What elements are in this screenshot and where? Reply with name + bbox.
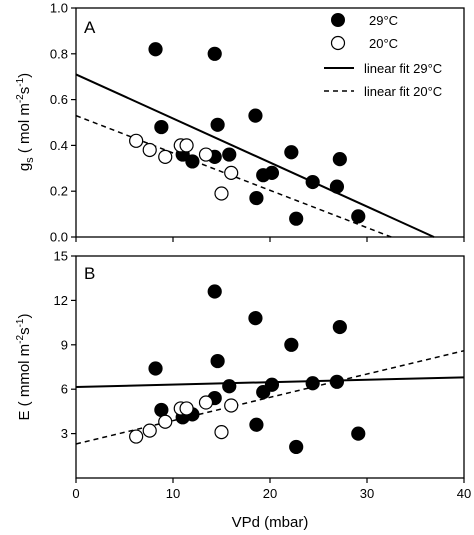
data-point-20c (142, 423, 157, 438)
data-point-29c (210, 117, 225, 132)
x-tick-label: 30 (360, 486, 374, 501)
legend-label-fit-29c: linear fit 29°C (364, 61, 442, 76)
data-point-20c (158, 149, 173, 164)
data-point-29c (207, 46, 222, 61)
y-tick-label: 0.0 (50, 230, 68, 245)
data-point-29c (332, 152, 347, 167)
y-tick-label: 15 (54, 249, 68, 264)
data-point-29c (185, 154, 200, 169)
legend-label-29c: 29°C (369, 13, 398, 28)
y-tick-label: 3 (61, 426, 68, 441)
x-tick-label: 10 (166, 486, 180, 501)
y-tick-label: 1.0 (50, 1, 68, 16)
panel-a-frame (75, 7, 465, 238)
ylabel-mid: s (16, 87, 33, 95)
y-tick-label: 9 (61, 337, 68, 352)
data-point-29c (351, 209, 366, 224)
data-point-20c (129, 133, 144, 148)
data-point-29c (284, 145, 299, 160)
data-point-29c (154, 402, 169, 418)
panel-a-y-ticks: 0.0 0.2 0.4 0.6 0.8 1.0 (50, 1, 76, 245)
panel-b-points (129, 284, 366, 455)
data-point-29c (154, 119, 169, 135)
data-point-29c (207, 284, 222, 299)
y-tick-label: 0.8 (50, 46, 68, 61)
data-point-29c (284, 337, 299, 352)
y-tick-label: 0.4 (50, 138, 68, 153)
x-tick-label: 0 (72, 486, 79, 501)
data-point-20c (158, 414, 173, 429)
data-point-29c (289, 439, 304, 455)
data-point-20c (129, 429, 144, 444)
panel-b-letter: B (84, 264, 95, 283)
y-tick-label: 6 (61, 382, 68, 397)
data-point-20c (198, 395, 214, 410)
panel-a-x-ticks (75, 237, 465, 242)
panel-b-frame (75, 255, 465, 479)
panel-b: B 3 6 9 12 15 0 10 20 30 40 E ( mmol m-2s-1) VPd… (15, 249, 471, 532)
data-point-20c (142, 142, 157, 158)
ylabel-exp2: -1 (15, 318, 26, 327)
data-point-29c (249, 190, 264, 206)
ylabel-main: g (16, 163, 33, 171)
ylabel-exp1: -2 (15, 334, 26, 343)
y-tick-label: 0.2 (50, 184, 68, 199)
data-point-29c (249, 417, 264, 432)
fit-line-dashed (75, 114, 392, 238)
ylabel-open: ( mmol m (16, 344, 33, 411)
ylabel-open: ( mol m (16, 103, 33, 157)
legend-marker-20c (330, 35, 346, 51)
ylabel-close: ) (16, 314, 33, 319)
panel-b-y-axis-label: E ( mmol m-2s-1) (15, 314, 33, 421)
panel-a-y-axis-label: gs ( mol m-2s-1) (15, 73, 36, 171)
x-axis-label: VPd (mbar) (232, 514, 309, 531)
y-tick-label: 12 (54, 293, 68, 308)
ylabel-exp1: -2 (15, 94, 26, 103)
data-point-29c (148, 361, 163, 376)
data-point-20c (198, 147, 214, 162)
ylabel-mid: s (16, 327, 33, 335)
fit-line-dashed (75, 349, 465, 445)
data-point-29c (248, 108, 263, 123)
data-point-20c (214, 186, 229, 201)
data-point-29c (222, 379, 237, 394)
data-point-29c (264, 377, 280, 392)
legend: 29°C 20°C linear fit 29°C linear fit 20°… (324, 13, 442, 99)
panel-a-letter: A (84, 18, 96, 37)
data-point-20c (224, 398, 239, 413)
data-point-20c (224, 165, 239, 180)
legend-marker-29c (331, 13, 345, 27)
x-tick-label: 20 (263, 486, 277, 501)
ylabel-exp2: -1 (15, 77, 26, 86)
panel-a-points (129, 42, 366, 226)
data-point-29c (329, 179, 345, 194)
data-point-29c (222, 147, 237, 162)
data-point-29c (329, 374, 345, 389)
panel-b-x-ticks: 0 10 20 30 40 (72, 478, 471, 501)
fit-line-solid (75, 73, 435, 238)
data-point-20c (179, 138, 194, 153)
data-point-29c (210, 353, 225, 369)
legend-label-fit-20c: linear fit 20°C (364, 84, 442, 99)
x-tick-label: 40 (457, 486, 471, 501)
data-point-29c (305, 376, 320, 391)
data-point-20c (214, 425, 229, 440)
panel-b-y-ticks: 3 6 9 12 15 (54, 249, 76, 441)
panel-a: A 0.00.20.40.60.81.0 gs ( mol m-2s-1) 29… (15, 1, 465, 245)
data-point-29c (289, 211, 304, 226)
ylabel-main: E (16, 410, 33, 420)
data-point-29c (248, 311, 263, 326)
ylabel-close: ) (16, 73, 33, 78)
legend-label-20c: 20°C (369, 36, 398, 51)
data-point-29c (305, 174, 320, 190)
y-tick-label: 0.6 (50, 92, 68, 107)
ylabel-sub: s (24, 157, 36, 163)
data-point-29c (351, 426, 366, 441)
data-point-20c (179, 401, 194, 416)
panel-a-fit-lines (75, 73, 435, 238)
data-point-29c (148, 42, 163, 57)
data-point-29c (264, 165, 280, 180)
data-point-29c (332, 319, 347, 335)
